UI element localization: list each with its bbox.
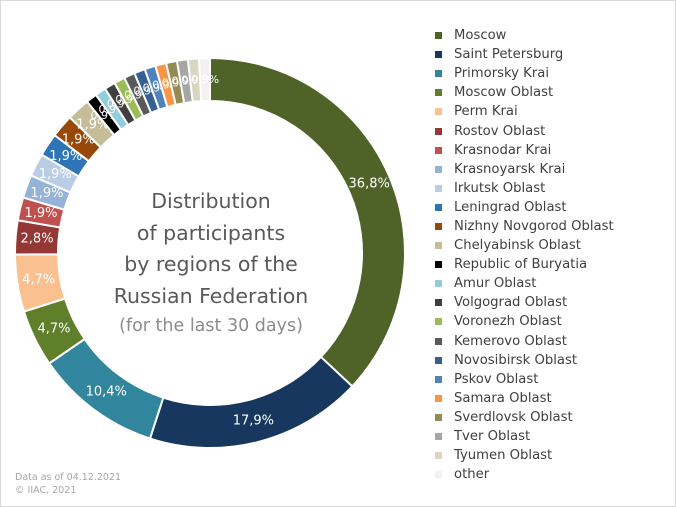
slice-data-label: 36,8% <box>349 177 390 192</box>
slice-data-label: 1,9% <box>76 118 109 133</box>
legend-label: Republic of Buryatia <box>454 257 588 273</box>
legend-item: Voronezh Oblast <box>435 312 670 331</box>
legend-item: Perm Krai <box>435 102 670 121</box>
legend-label: Tver Oblast <box>454 429 531 445</box>
legend-label: Volgograd Oblast <box>454 295 568 311</box>
legend-item: Krasnoyarsk Krai <box>435 160 670 179</box>
legend-label: Samara Oblast <box>454 390 552 406</box>
slice-data-label: 1,9% <box>62 133 95 148</box>
legend-label: Moscow <box>454 28 507 44</box>
legend-swatch <box>435 471 442 479</box>
legend-label: Chelyabinsk Oblast <box>454 238 581 254</box>
legend-swatch <box>435 146 442 154</box>
legend-swatch <box>435 261 442 269</box>
legend-swatch <box>435 433 442 441</box>
legend-label: Leningrad Oblast <box>454 199 567 215</box>
legend-item: Amur Oblast <box>435 274 670 293</box>
legend-swatch <box>435 299 442 307</box>
legend-item: Novosibirsk Oblast <box>435 351 670 370</box>
legend-item: Irkutsk Oblast <box>435 179 670 198</box>
legend-label: Kemerovo Oblast <box>454 333 567 349</box>
slice-data-label: 2,8% <box>21 232 54 247</box>
legend-swatch <box>435 242 442 250</box>
legend-label: Krasnodar Krai <box>454 142 552 158</box>
legend-label: Perm Krai <box>454 104 518 120</box>
legend-swatch <box>435 70 442 78</box>
slice-data-label: 4,7% <box>37 321 70 336</box>
legend-label: Moscow Oblast <box>454 85 554 101</box>
center-title: Distribution of participants by regions … <box>96 186 326 340</box>
legend-item: Krasnodar Krai <box>435 141 670 160</box>
center-title-line: Distribution <box>151 189 271 213</box>
legend-item: Primorsky Krai <box>435 64 670 83</box>
legend-swatch <box>435 222 442 230</box>
footnote-copyright: © IIAC, 2021 <box>15 485 77 496</box>
legend-item: Nizhny Novgorod Oblast <box>435 217 670 236</box>
footnote-date: Data as of 04.12.2021 <box>15 472 122 483</box>
center-title-line: of participants <box>136 220 286 245</box>
legend-item: other <box>435 465 670 484</box>
legend-item: Leningrad Oblast <box>435 198 670 217</box>
legend-swatch <box>435 203 442 211</box>
legend-swatch <box>435 127 442 135</box>
legend-label: Voronezh Oblast <box>454 314 562 330</box>
pie-slice <box>148 355 354 449</box>
legend-label: Sverdlovsk Oblast <box>454 409 573 425</box>
slice-data-label: 1,9% <box>25 206 58 221</box>
legend-swatch <box>435 356 442 364</box>
legend-item: Moscow Oblast <box>435 83 670 102</box>
legend-item: Chelyabinsk Oblast <box>435 236 670 255</box>
legend-swatch <box>435 51 442 59</box>
legend-label: Primorsky Krai <box>454 66 549 82</box>
slice-data-label: 1,9% <box>49 149 82 164</box>
slice-data-label: 17,9% <box>233 413 274 428</box>
legend-swatch <box>435 318 442 326</box>
legend-swatch <box>435 452 442 460</box>
legend-item: Volgograd Oblast <box>435 293 670 312</box>
legend-label: Rostov Oblast <box>454 123 546 139</box>
legend-item: Saint Petersburg <box>435 45 670 64</box>
slice-data-label: 1,9% <box>39 167 72 182</box>
footnote: Data as of 04.12.2021 © IIAC, 2021 <box>15 471 121 497</box>
legend-swatch <box>435 165 442 173</box>
legend-swatch <box>435 89 442 97</box>
center-title-line: by regions of the <box>124 252 298 276</box>
legend-swatch <box>435 32 442 40</box>
legend-swatch <box>435 413 442 421</box>
legend-swatch <box>435 394 442 402</box>
legend-swatch <box>435 337 442 345</box>
legend-label: Nizhny Novgorod Oblast <box>454 218 614 234</box>
center-subtitle: (for the last 30 days) <box>119 316 303 336</box>
legend-item: Samara Oblast <box>435 389 670 408</box>
legend-item: Kemerovo Oblast <box>435 332 670 351</box>
legend-label: other <box>454 467 490 483</box>
legend-label: Saint Petersburg <box>454 47 564 63</box>
slice-data-label: 10,4% <box>86 385 127 400</box>
legend-label: Krasnoyarsk Krai <box>454 161 566 177</box>
center-title-line: Russian Federation <box>113 283 309 308</box>
slice-data-label: 1,9% <box>30 186 63 201</box>
legend-swatch <box>435 375 442 383</box>
slice-data-label: 4,7% <box>22 273 55 288</box>
legend-label: Tyumen Oblast <box>454 448 553 464</box>
legend-swatch <box>435 108 442 116</box>
legend-item: Sverdlovsk Oblast <box>435 408 670 427</box>
legend-swatch <box>435 280 442 288</box>
pie-slice <box>197 56 211 103</box>
legend-item: Moscow <box>435 26 670 45</box>
legend-label: Pskov Oblast <box>454 371 539 387</box>
legend-item: Tver Oblast <box>435 427 670 446</box>
legend-label: Amur Oblast <box>454 276 537 292</box>
chart-legend: Moscow Saint Petersburg Primorsky Krai Mosc… <box>435 26 670 484</box>
legend-item: Rostov Oblast <box>435 121 670 140</box>
legend-swatch <box>435 184 442 192</box>
legend-item: Pskov Oblast <box>435 370 670 389</box>
legend-item: Republic of Buryatia <box>435 255 670 274</box>
legend-label: Irkutsk Oblast <box>454 180 546 196</box>
legend-item: Tyumen Oblast <box>435 446 670 465</box>
slice-data-label: 0,9% <box>191 73 219 86</box>
legend-label: Novosibirsk Oblast <box>454 352 578 368</box>
